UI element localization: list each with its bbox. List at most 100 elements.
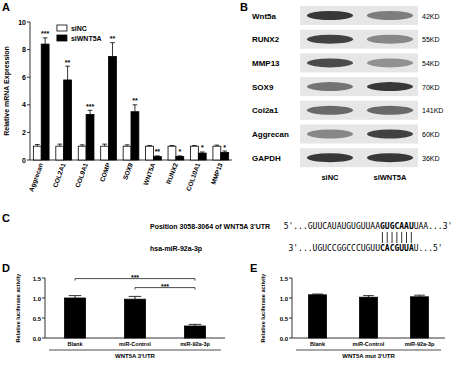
blot-strip xyxy=(300,6,418,25)
x-tick-label: miR-92a-3p xyxy=(405,341,435,347)
bar xyxy=(176,157,184,160)
y-tick xyxy=(27,104,30,105)
y-tick-label: 1.0 xyxy=(33,296,42,302)
x-label-rule xyxy=(49,350,221,351)
blot-strip xyxy=(300,125,418,144)
error-bar xyxy=(88,110,93,114)
blot-band xyxy=(367,130,413,139)
panel-letter: B xyxy=(240,1,248,13)
y-tick-label: 1.5 xyxy=(280,276,289,282)
y-label: Relative mRNA Expression xyxy=(3,46,11,136)
seed-sequence: GUGCAAU xyxy=(380,222,414,231)
x-tick-label: Aggrecan xyxy=(27,162,45,193)
base-pair xyxy=(411,232,412,243)
bar xyxy=(65,298,86,338)
blot-row-label: Col2a1 xyxy=(252,106,279,115)
bar xyxy=(190,146,198,160)
y-tick-label: 6 xyxy=(22,74,26,81)
bar xyxy=(221,152,229,160)
x-tick-label: COL2A1 xyxy=(51,162,66,189)
sequence-label: Position 3058-3064 of WNT5A 3'UTR xyxy=(150,223,270,230)
x-tick-label: Blank xyxy=(310,341,326,347)
bar xyxy=(86,114,94,160)
y-axis xyxy=(30,22,31,160)
error-bar xyxy=(110,43,115,57)
y-axis xyxy=(292,278,293,338)
y-tick xyxy=(289,338,292,339)
sequence-suffix: UAA...3' xyxy=(414,222,453,231)
blot-strip xyxy=(300,53,418,72)
x-tick-label: miR-92a-3p xyxy=(180,341,210,347)
base-pair xyxy=(392,232,393,243)
blot-size: 70KD xyxy=(422,84,440,91)
bracket-label: *** xyxy=(161,283,169,290)
y-tick xyxy=(289,298,292,299)
y-tick xyxy=(27,49,30,50)
x-tick-label: WNT5A xyxy=(142,162,157,186)
x-tick-label: SOX9 xyxy=(121,162,134,181)
blot-strip xyxy=(300,30,418,49)
bar xyxy=(213,146,221,160)
significance: ** xyxy=(132,97,138,104)
y-tick xyxy=(27,22,30,23)
blot-band xyxy=(307,153,353,162)
lane-label: siNC xyxy=(321,173,339,182)
blot-row-label: SOX9 xyxy=(252,83,274,92)
y-tick-label: 0.5 xyxy=(280,316,289,322)
significance: * xyxy=(201,144,204,151)
blot-band xyxy=(367,35,413,44)
x-tick-label: RUNX2 xyxy=(165,162,179,185)
bar xyxy=(78,146,86,160)
y-tick xyxy=(42,298,45,299)
x-label: WNT5A 3'UTR xyxy=(115,353,156,359)
bar xyxy=(125,299,146,338)
y-tick-label: 10 xyxy=(18,19,26,26)
y-tick-label: 2 xyxy=(22,129,26,136)
sequence-prefix: 5'...GUUCAUAUGUGUUAA xyxy=(284,222,381,231)
blot-row-label: Aggrecan xyxy=(252,130,289,139)
bars xyxy=(312,294,425,297)
x-label: WNT5A mut 3'UTR xyxy=(342,353,395,359)
bar xyxy=(109,57,117,161)
sequence-suffix: U...5' xyxy=(414,244,443,253)
y-label: Relative luciferase activity xyxy=(260,273,266,343)
bar xyxy=(64,80,72,160)
y-tick xyxy=(42,278,45,279)
base-pair xyxy=(401,232,402,243)
base-pair xyxy=(387,232,388,243)
bar xyxy=(360,297,378,338)
blot-band xyxy=(307,11,353,20)
error-bar xyxy=(65,66,70,80)
y-tick-label: 0.0 xyxy=(280,336,289,342)
blot-band xyxy=(367,106,413,115)
base-pair xyxy=(396,232,397,243)
significance: ** xyxy=(155,148,161,155)
significance: *** xyxy=(41,30,49,37)
blot-row-label: RUNX2 xyxy=(252,35,280,44)
blot-size: 55KD xyxy=(422,36,440,43)
blot-band xyxy=(307,130,353,139)
blot-size: 36KD xyxy=(422,155,440,162)
blot-size: 141KD xyxy=(422,107,443,114)
bar xyxy=(101,146,109,160)
y-tick xyxy=(42,318,45,319)
bar xyxy=(309,295,327,338)
y-tick xyxy=(289,318,292,319)
x-label-rule xyxy=(296,350,441,351)
panel-letter: A xyxy=(2,1,10,13)
significance: * xyxy=(223,144,226,151)
blot-row-label: MMP13 xyxy=(252,59,280,68)
significance: ** xyxy=(110,35,116,42)
base-pair xyxy=(382,232,383,243)
significance: ** xyxy=(65,59,71,66)
blot-size: 60KD xyxy=(422,131,440,138)
y-tick-label: 0.5 xyxy=(33,316,42,322)
bracket-label: *** xyxy=(131,274,139,281)
bar xyxy=(168,146,176,160)
y-tick xyxy=(42,338,45,339)
bar xyxy=(123,146,131,160)
y-tick-label: 0 xyxy=(22,157,26,164)
legend-swatch xyxy=(57,25,67,31)
y-tick-label: 8 xyxy=(22,46,26,53)
panel-letter: D xyxy=(2,262,10,274)
